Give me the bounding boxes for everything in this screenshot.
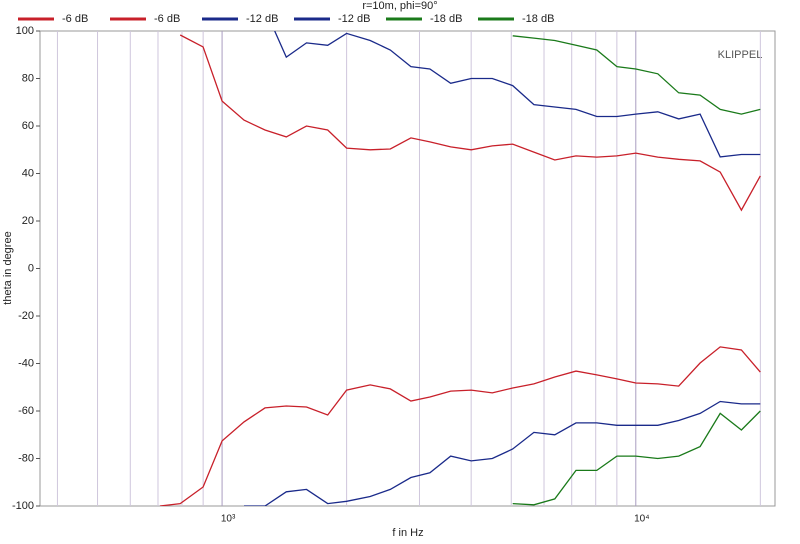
plot-area — [39, 30, 776, 507]
y-tick-label: -60 — [18, 405, 34, 417]
x-axis-label: f in Hz — [392, 527, 423, 539]
x-tick-label: 10⁴ — [634, 514, 649, 525]
series-line — [512, 35, 761, 115]
annotation: KLIPPEL — [718, 49, 763, 61]
legend-label: -18 dB — [430, 13, 462, 25]
y-tick-label: 60 — [22, 120, 34, 132]
y-tick-label: 80 — [22, 72, 34, 84]
legend-label: -6 dB — [154, 13, 180, 25]
y-tick-label: 40 — [22, 167, 34, 179]
series-layer — [159, 31, 761, 506]
legend-label: -6 dB — [62, 13, 88, 25]
legend-label: -12 dB — [338, 13, 370, 25]
y-axis-label: theta in degree — [2, 231, 14, 304]
legend-label: -12 dB — [246, 13, 278, 25]
chart-title: r=10m, phi=90° — [362, 0, 437, 12]
series-line — [244, 400, 761, 506]
y-tick-label: 100 — [16, 25, 34, 37]
series-line — [274, 31, 761, 158]
y-tick-label: 20 — [22, 215, 34, 227]
series-line — [512, 410, 761, 506]
series-line — [179, 34, 761, 212]
series-line — [159, 346, 761, 506]
legend-label: -18 dB — [522, 13, 554, 25]
y-tick-label: -40 — [18, 357, 34, 369]
x-tick-label: 10³ — [221, 514, 236, 525]
y-tick-label: -100 — [12, 500, 34, 512]
y-tick-label: 0 — [28, 262, 34, 274]
y-tick-label: -20 — [18, 310, 34, 322]
y-tick-label: -80 — [18, 452, 34, 464]
grid — [56, 31, 761, 506]
